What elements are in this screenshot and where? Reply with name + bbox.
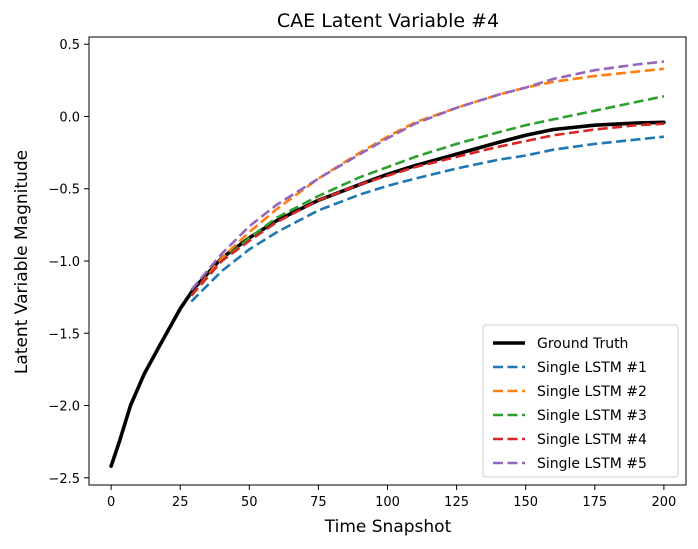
y-axis-label: Latent Variable Magnitude	[12, 150, 32, 374]
series-line-single-lstm-2	[190, 67, 665, 297]
x-ticks: 0 25 50 75 100 125 150 175 200	[107, 485, 676, 510]
x-tick-label: 200	[651, 495, 676, 510]
legend-label-single-lstm-4: Single LSTM #4	[537, 432, 647, 448]
legend-label-ground-truth: Ground Truth	[537, 336, 628, 352]
x-tick-label: 125	[444, 495, 469, 510]
series-line-single-lstm-3	[190, 95, 665, 297]
x-axis-label: Time Snapshot	[324, 517, 452, 537]
x-tick-label: 100	[375, 495, 400, 510]
y-tick-label: −2.5	[48, 472, 80, 487]
y-tick-label: 0.0	[59, 110, 80, 125]
x-tick-label: 75	[310, 495, 327, 510]
y-tick-label: −1.0	[48, 255, 80, 270]
y-ticks: −2.5 −2.0 −1.5 −1.0 −0.5 0.0 0.5	[48, 38, 89, 487]
legend-box	[482, 324, 679, 478]
x-tick-label: 25	[172, 495, 189, 510]
legend-label-single-lstm-1: Single LSTM #1	[537, 360, 647, 376]
legend: Ground Truth Single LSTM #1 Single LSTM #2…	[482, 324, 679, 478]
x-tick-label: 175	[582, 495, 607, 510]
x-tick-label: 50	[241, 495, 258, 510]
series-line-single-lstm-5	[190, 60, 665, 291]
y-tick-label: 0.5	[59, 38, 80, 53]
series-line-single-lstm-4	[190, 122, 664, 297]
x-tick-label: 0	[107, 495, 115, 510]
plot-lines	[109, 60, 666, 469]
legend-label-single-lstm-2: Single LSTM #2	[537, 384, 647, 400]
series-line-single-lstm-1	[190, 135, 665, 303]
y-tick-label: −1.5	[48, 327, 80, 342]
y-tick-label: −0.5	[48, 183, 80, 198]
y-tick-label: −2.0	[48, 400, 80, 415]
legend-label-single-lstm-3: Single LSTM #3	[537, 408, 647, 424]
legend-label-single-lstm-5: Single LSTM #5	[537, 456, 647, 472]
x-tick-label: 150	[513, 495, 538, 510]
chart-title: CAE Latent Variable #4	[277, 10, 499, 32]
